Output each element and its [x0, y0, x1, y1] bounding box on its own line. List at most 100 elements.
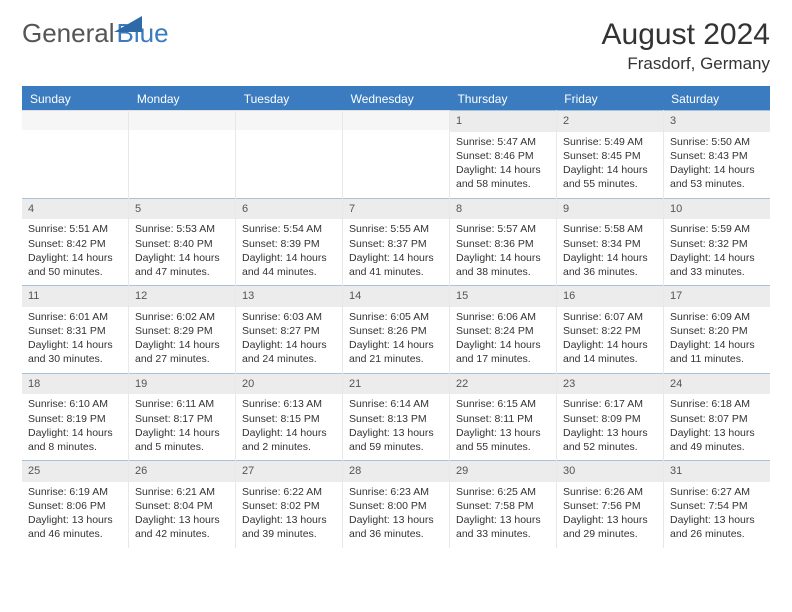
day-cell: 14Sunrise: 6:05 AMSunset: 8:26 PMDayligh… — [343, 285, 450, 373]
day-cell: 29Sunrise: 6:25 AMSunset: 7:58 PMDayligh… — [450, 460, 557, 548]
detail-line: Sunrise: 5:57 AM — [456, 222, 550, 236]
detail-line: Sunset: 8:43 PM — [670, 149, 764, 163]
detail-line: Sunrise: 6:18 AM — [670, 397, 764, 411]
day-detail: Sunrise: 6:05 AMSunset: 8:26 PMDaylight:… — [343, 307, 449, 373]
detail-line: Sunrise: 6:27 AM — [670, 485, 764, 499]
detail-line: Daylight: 14 hours — [135, 251, 229, 265]
detail-line: Sunrise: 5:53 AM — [135, 222, 229, 236]
detail-line: Sunset: 8:00 PM — [349, 499, 443, 513]
header: GeneralBlue August 2024 Frasdorf, German… — [22, 18, 770, 74]
detail-line: Sunrise: 6:02 AM — [135, 310, 229, 324]
day-detail: Sunrise: 6:17 AMSunset: 8:09 PMDaylight:… — [557, 394, 663, 460]
detail-line: and 55 minutes. — [563, 177, 657, 191]
detail-line: Daylight: 14 hours — [563, 251, 657, 265]
day-cell: 11Sunrise: 6:01 AMSunset: 8:31 PMDayligh… — [22, 285, 129, 373]
day-header-row: SundayMondayTuesdayWednesdayThursdayFrid… — [22, 88, 770, 110]
day-detail: Sunrise: 5:50 AMSunset: 8:43 PMDaylight:… — [664, 132, 770, 198]
detail-line: and 27 minutes. — [135, 352, 229, 366]
day-cell: 6 Sunrise: 5:54 AMSunset: 8:39 PMDaylight… — [236, 198, 343, 286]
day-number: 18 — [22, 373, 128, 395]
day-header: Monday — [129, 88, 236, 110]
detail-line: Daylight: 14 hours — [456, 338, 550, 352]
day-cell: 22Sunrise: 6:15 AMSunset: 8:11 PMDayligh… — [450, 373, 557, 461]
detail-line: Sunrise: 6:23 AM — [349, 485, 443, 499]
day-detail: Sunrise: 6:22 AMSunset: 8:02 PMDaylight:… — [236, 482, 342, 548]
detail-line: and 55 minutes. — [456, 440, 550, 454]
day-cell: 30Sunrise: 6:26 AMSunset: 7:56 PMDayligh… — [557, 460, 664, 548]
detail-line: and 47 minutes. — [135, 265, 229, 279]
detail-line: Sunset: 8:22 PM — [563, 324, 657, 338]
detail-line: and 33 minutes. — [670, 265, 764, 279]
detail-line: Daylight: 14 hours — [242, 338, 336, 352]
detail-line: Sunset: 8:40 PM — [135, 237, 229, 251]
detail-line: Sunset: 8:37 PM — [349, 237, 443, 251]
detail-line: Sunset: 7:54 PM — [670, 499, 764, 513]
detail-line: Sunset: 8:06 PM — [28, 499, 122, 513]
detail-line: and 26 minutes. — [670, 527, 764, 541]
day-detail: Sunrise: 6:02 AMSunset: 8:29 PMDaylight:… — [129, 307, 235, 373]
detail-line: Sunset: 8:27 PM — [242, 324, 336, 338]
detail-line: Sunrise: 6:13 AM — [242, 397, 336, 411]
detail-line: Sunset: 8:46 PM — [456, 149, 550, 163]
detail-line: Sunrise: 5:59 AM — [670, 222, 764, 236]
detail-line: and 58 minutes. — [456, 177, 550, 191]
detail-line: Sunrise: 5:58 AM — [563, 222, 657, 236]
detail-line: Daylight: 13 hours — [349, 513, 443, 527]
week-row: 18Sunrise: 6:10 AMSunset: 8:19 PMDayligh… — [22, 373, 770, 461]
detail-line: Sunset: 7:56 PM — [563, 499, 657, 513]
location: Frasdorf, Germany — [602, 54, 770, 74]
day-cell: 20Sunrise: 6:13 AMSunset: 8:15 PMDayligh… — [236, 373, 343, 461]
day-number: 24 — [664, 373, 770, 395]
day-detail: Sunrise: 5:47 AMSunset: 8:46 PMDaylight:… — [450, 132, 556, 198]
day-number: 20 — [236, 373, 342, 395]
day-number: 13 — [236, 285, 342, 307]
week-row: 1Sunrise: 5:47 AMSunset: 8:46 PMDaylight… — [22, 110, 770, 198]
detail-line: Sunrise: 6:06 AM — [456, 310, 550, 324]
detail-line: Sunrise: 6:01 AM — [28, 310, 122, 324]
day-number: 31 — [664, 460, 770, 482]
day-detail: Sunrise: 5:57 AMSunset: 8:36 PMDaylight:… — [450, 219, 556, 285]
detail-line: and 59 minutes. — [349, 440, 443, 454]
detail-line: Daylight: 14 hours — [349, 338, 443, 352]
detail-line: Daylight: 14 hours — [242, 251, 336, 265]
day-number: 17 — [664, 285, 770, 307]
day-number: 28 — [343, 460, 449, 482]
day-detail: Sunrise: 6:10 AMSunset: 8:19 PMDaylight:… — [22, 394, 128, 460]
detail-line: Sunrise: 5:50 AM — [670, 135, 764, 149]
detail-line: Daylight: 14 hours — [28, 338, 122, 352]
detail-line: Sunset: 8:17 PM — [135, 412, 229, 426]
day-number: 6 — [236, 198, 342, 220]
detail-line: Sunrise: 6:25 AM — [456, 485, 550, 499]
day-detail: Sunrise: 5:59 AMSunset: 8:32 PMDaylight:… — [664, 219, 770, 285]
detail-line: Sunset: 8:04 PM — [135, 499, 229, 513]
detail-line: Daylight: 13 hours — [670, 513, 764, 527]
detail-line: Daylight: 13 hours — [563, 513, 657, 527]
detail-line: Sunrise: 5:54 AM — [242, 222, 336, 236]
day-detail: Sunrise: 5:49 AMSunset: 8:45 PMDaylight:… — [557, 132, 663, 198]
detail-line: Sunset: 8:09 PM — [563, 412, 657, 426]
detail-line: Sunrise: 5:51 AM — [28, 222, 122, 236]
detail-line: Sunrise: 6:22 AM — [242, 485, 336, 499]
detail-line: Sunset: 8:13 PM — [349, 412, 443, 426]
detail-line: and 52 minutes. — [563, 440, 657, 454]
day-number: 29 — [450, 460, 556, 482]
detail-line: Daylight: 14 hours — [135, 338, 229, 352]
detail-line: Sunset: 8:39 PM — [242, 237, 336, 251]
detail-line: Daylight: 14 hours — [456, 163, 550, 177]
day-detail: Sunrise: 6:11 AMSunset: 8:17 PMDaylight:… — [129, 394, 235, 460]
day-detail: Sunrise: 6:27 AMSunset: 7:54 PMDaylight:… — [664, 482, 770, 548]
day-cell: 5Sunrise: 5:53 AMSunset: 8:40 PMDaylight… — [129, 198, 236, 286]
detail-line: Daylight: 14 hours — [28, 426, 122, 440]
day-detail: Sunrise: 6:19 AMSunset: 8:06 PMDaylight:… — [22, 482, 128, 548]
day-number: 22 — [450, 373, 556, 395]
detail-line: Daylight: 14 hours — [135, 426, 229, 440]
day-cell: 8Sunrise: 5:57 AMSunset: 8:36 PMDaylight… — [450, 198, 557, 286]
detail-line: Sunset: 8:15 PM — [242, 412, 336, 426]
detail-line: Sunrise: 6:03 AM — [242, 310, 336, 324]
detail-line: and 36 minutes. — [563, 265, 657, 279]
detail-line: and 8 minutes. — [28, 440, 122, 454]
detail-line: Sunrise: 6:21 AM — [135, 485, 229, 499]
detail-line: and 21 minutes. — [349, 352, 443, 366]
detail-line: Daylight: 13 hours — [349, 426, 443, 440]
day-number: 15 — [450, 285, 556, 307]
